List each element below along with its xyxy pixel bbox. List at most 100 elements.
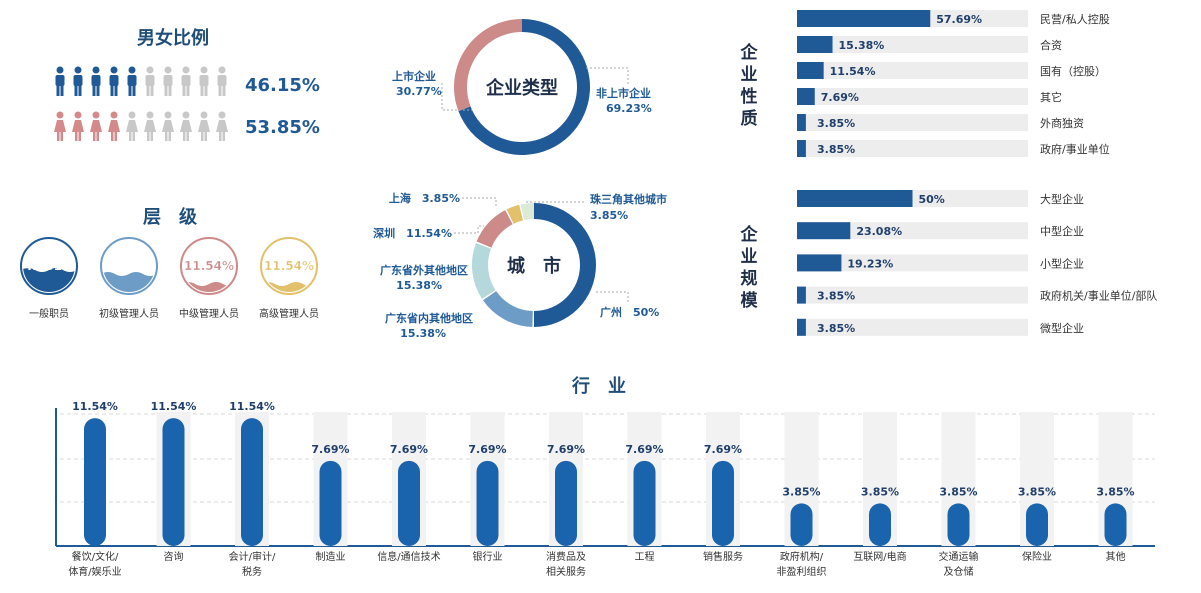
female-person-icon [216, 111, 228, 141]
industry-bar [555, 460, 577, 546]
industry-category-label: 制造业 [316, 550, 346, 563]
industry-value-label: 7.69% [547, 443, 585, 456]
industry-category-label: 工程 [635, 551, 655, 563]
industry-value-label: 7.69% [311, 443, 349, 456]
scale-track [797, 222, 1028, 240]
industry-bar [319, 460, 342, 546]
male-person-icon [199, 66, 209, 96]
female-person-icon [108, 111, 120, 141]
nature-title-char: 质 [741, 109, 758, 129]
leader-line [441, 83, 472, 111]
level-gauge: 42.31% 一般职员 [20, 237, 78, 320]
industry-bar [398, 460, 420, 546]
industry-title: 行 业 [572, 376, 626, 397]
industry-category-label: 及仓储 [944, 565, 974, 578]
levels-title: 层 级 [143, 207, 197, 228]
city-label-shenzhen: 深圳 11.54% [373, 226, 452, 240]
female-person-icon [90, 111, 102, 141]
level-gauge-label: 42.31% [24, 259, 74, 273]
scale-title-char: 业 [741, 247, 758, 267]
industry-bar [476, 460, 499, 546]
level-name: 高级管理人员 [259, 307, 319, 320]
nature-bar-chart: 57.69% 民营/私人控股 15.38% 合资 11.54% 国有（控股） 7.69% 其它… [797, 10, 1110, 157]
nature-bar [797, 88, 815, 105]
male-person-icon [127, 66, 137, 96]
nature-category-label: 民营/私人控股 [1040, 12, 1110, 26]
nature-track [797, 36, 1028, 53]
city-label-shanghai: 上海 3.85% [389, 191, 460, 205]
industry-category-label: 消费品及 [546, 550, 586, 563]
city-label-prd: 珠三角其他城市 [590, 192, 667, 206]
slice-value-unlisted: 69.23% [606, 102, 652, 115]
nature-category-label: 其它 [1040, 90, 1062, 104]
level-name: 初级管理人员 [99, 307, 159, 320]
leader-line [462, 197, 497, 208]
nature-value-label: 3.85% [817, 117, 855, 130]
scale-title-char: 规 [741, 269, 758, 289]
level-gauge-label: 11.54% [264, 259, 314, 273]
city-label-guangzhou: 广州 50% [600, 305, 659, 319]
scale-category-label: 微型企业 [1040, 321, 1084, 335]
industry-value-label: 3.85% [1018, 485, 1056, 498]
levels-gauges: 42.31%一般职员34.62%初级管理人员11.54%中级管理人员11.54%… [20, 237, 319, 320]
level-gauge-fill [23, 267, 75, 292]
female-person-icon [144, 111, 156, 141]
nature-value-label: 15.38% [839, 39, 885, 52]
nature-bar [797, 62, 824, 79]
industry-value-label: 11.54% [229, 402, 275, 413]
scale-bar [797, 254, 842, 272]
female-person-icon [162, 111, 174, 141]
level-gauge: 34.62% 初级管理人员 [99, 237, 159, 320]
industry-bar [84, 418, 106, 546]
industry-category-label: 交通运输 [939, 550, 979, 563]
scale-track [797, 254, 1028, 272]
nature-title-char: 企 [740, 42, 759, 63]
nature-category-label: 政府/事业单位 [1040, 142, 1110, 156]
nature-track [797, 88, 1028, 105]
city-slice-in-province [482, 291, 533, 327]
nature-value-label: 7.69% [821, 91, 859, 104]
industry-bar [790, 503, 813, 546]
level-name: 中级管理人员 [179, 307, 239, 320]
female-person-icon [126, 111, 138, 141]
level-name: 一般职员 [29, 307, 69, 320]
scale-title-char: 模 [741, 290, 759, 311]
scale-track [797, 286, 1028, 304]
scale-value-label: 50% [919, 193, 945, 206]
scale-category-label: 小型企业 [1040, 256, 1084, 270]
industry-value-label: 3.85% [1096, 485, 1134, 498]
scale-category-label: 政府机关/事业单位/部队 [1040, 289, 1157, 303]
scale-value-label: 19.23% [847, 257, 893, 270]
slice-value-listed: 30.77% [396, 85, 442, 98]
gender-pictograph [54, 66, 228, 141]
nature-bar [797, 140, 806, 157]
industry-category-label: 餐饮/文化/ [72, 550, 119, 563]
industry-category-label: 信息/通信技术 [377, 550, 440, 563]
nature-track [797, 114, 1028, 131]
industry-value-label: 7.69% [468, 443, 506, 456]
industry-bar [633, 460, 656, 546]
leader-line [596, 291, 629, 304]
nature-title-char: 性 [741, 86, 758, 107]
city-slice-out-province [472, 243, 496, 299]
leader-line [586, 67, 629, 86]
male-person-icon [91, 66, 101, 96]
industry-category-label: 保险业 [1022, 550, 1052, 563]
city-label-in-province-pct: 15.38% [400, 327, 446, 340]
scale-value-label: 23.08% [856, 225, 902, 238]
industry-bar-chart: 11.54% 餐饮/文化/体育/娱乐业 11.54% 咨询 11.54% 会计/审计/税务… [55, 402, 1155, 578]
industry-value-label: 3.85% [939, 485, 977, 498]
male-person-icon [109, 66, 119, 96]
nature-category-label: 外商独资 [1040, 116, 1084, 130]
scale-value-label: 3.85% [817, 290, 855, 303]
industry-value-label: 11.54% [72, 402, 118, 413]
nature-value-label: 57.69% [936, 13, 982, 26]
female-person-icon [180, 111, 192, 141]
industry-bar [241, 418, 263, 546]
male-percentage: 46.15% [245, 75, 320, 96]
scale-track [797, 318, 1028, 336]
male-person-icon [73, 66, 83, 96]
enterprise-type-donut: 企业类型 上市企业 30.77% 非上市企业 69.23% [392, 19, 652, 155]
city-slice-prd [520, 203, 534, 221]
